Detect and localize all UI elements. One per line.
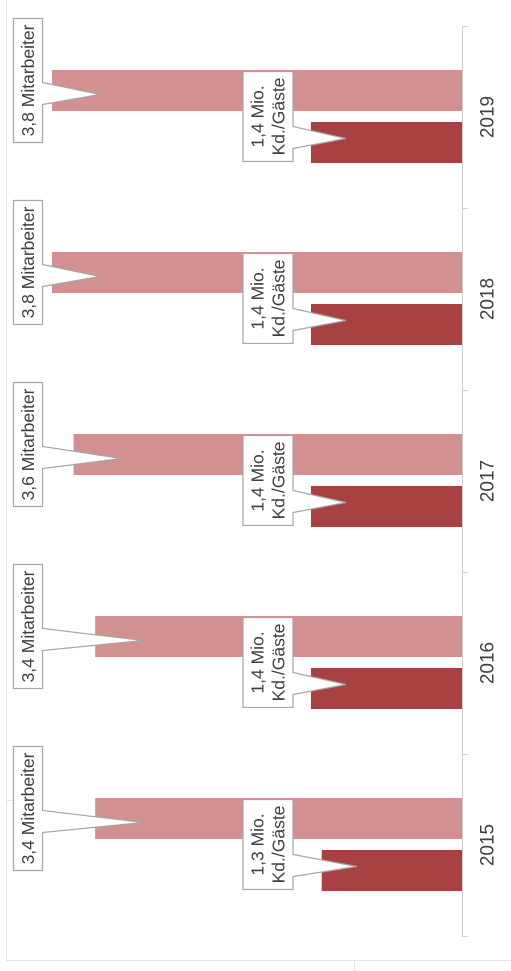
- callout-box: [242, 70, 347, 163]
- bar-series-2: [310, 304, 462, 345]
- callout-box: [12, 199, 101, 326]
- category-tick-label: 2015: [478, 824, 499, 866]
- data-label-series-1-callout: 3,8 Mitarbeiter: [12, 199, 101, 326]
- callout-box: [12, 563, 144, 690]
- data-label-series-2-callout: 1,4 Mio.Kd./Gäste: [242, 616, 347, 709]
- data-label-series-1: 3,8 Mitarbeiter: [18, 206, 38, 318]
- data-label-series-2-callout: 1,4 Mio.Kd./Gäste: [242, 70, 347, 163]
- data-label-series-1: 3,4 Mitarbeiter: [18, 752, 38, 864]
- data-label-series-1-callout: 3,4 Mitarbeiter: [12, 563, 144, 690]
- category-tick-label: 2016: [478, 642, 499, 684]
- bar-series-2: [321, 850, 462, 891]
- data-label-series-2: 1,3 Mio.Kd./Gäste: [248, 806, 289, 884]
- bar-series-2: [310, 122, 462, 163]
- data-label-series-2: 1,4 Mio.Kd./Gäste: [248, 624, 289, 702]
- data-label-series-2-callout: 1,3 Mio.Kd./Gäste: [242, 798, 357, 891]
- bar-series-2: [310, 668, 462, 709]
- callout-box: [242, 434, 347, 527]
- callout-box: [12, 17, 101, 144]
- callout-box: [242, 798, 357, 891]
- data-label-series-1-callout: 3,8 Mitarbeiter: [12, 17, 101, 144]
- data-label-series-2: 1,4 Mio.Kd./Gäste: [248, 78, 289, 156]
- data-label-series-1: 3,8 Mitarbeiter: [18, 24, 38, 136]
- data-label-series-2: 1,4 Mio.Kd./Gäste: [248, 260, 289, 338]
- category-tick-label: 2017: [478, 460, 499, 502]
- category-tick-label: 2018: [478, 278, 499, 320]
- category-tick-label: 2019: [478, 96, 499, 138]
- data-label-series-2-callout: 1,4 Mio.Kd./Gäste: [242, 252, 347, 345]
- callout-box: [12, 745, 144, 872]
- data-label-series-1: 3,4 Mitarbeiter: [18, 570, 38, 682]
- data-label-series-2-callout: 1,4 Mio.Kd./Gäste: [242, 434, 347, 527]
- callout-box: [242, 616, 347, 709]
- callout-box: [12, 381, 122, 508]
- data-label-series-1: 3,6 Mitarbeiter: [18, 388, 38, 500]
- callout-box: [242, 252, 347, 345]
- data-label-series-1-callout: 3,6 Mitarbeiter: [12, 381, 122, 508]
- bar-series-2: [310, 486, 462, 527]
- data-label-series-1-callout: 3,4 Mitarbeiter: [12, 745, 144, 872]
- data-label-series-2: 1,4 Mio.Kd./Gäste: [248, 442, 289, 520]
